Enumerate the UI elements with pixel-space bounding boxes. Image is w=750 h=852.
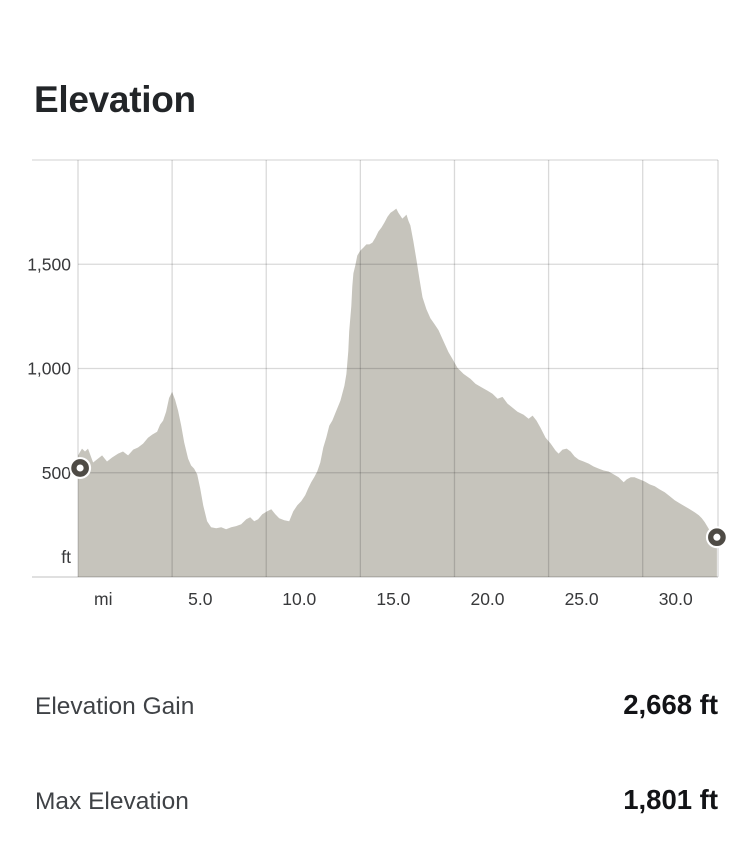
chart-axis-labels: 500 1,000 1,500 ft mi 5.0 10.0 15.0 20.0 25.0 30.0: [27, 254, 693, 609]
y-tick-label: 1,500: [27, 254, 71, 274]
route-end-marker: [705, 526, 728, 549]
stat-label: Max Elevation: [35, 788, 189, 815]
y-tick-label: 1,000: [27, 359, 71, 379]
elevation-area: [78, 208, 717, 577]
x-tick-label: 25.0: [565, 589, 599, 609]
x-tick-label: 10.0: [282, 589, 316, 609]
route-start-marker: [69, 457, 92, 479]
page-title: Elevation: [34, 78, 196, 120]
x-tick-label: 15.0: [376, 589, 410, 609]
route-endpoint-markers: [69, 457, 728, 549]
stat-value: 1,801 ft: [623, 784, 718, 815]
x-tick-label: 20.0: [470, 589, 504, 609]
x-tick-label: 5.0: [188, 589, 213, 609]
stat-row-max-elevation: Max Elevation 1,801 ft: [0, 784, 750, 816]
stat-value: 2,668 ft: [623, 689, 718, 720]
y-tick-label: 500: [42, 463, 71, 483]
elevation-area-fill: [78, 208, 717, 577]
stat-row-elevation-gain: Elevation Gain 2,668 ft: [0, 689, 750, 721]
chart-gridlines: [32, 159, 719, 578]
x-axis-unit-label: mi: [94, 589, 112, 609]
elevation-chart[interactable]: 500 1,000 1,500 ft mi 5.0 10.0 15.0 20.0 25.0 30.0: [0, 0, 750, 630]
x-tick-label: 30.0: [659, 589, 693, 609]
stat-label: Elevation Gain: [35, 693, 195, 720]
y-axis-unit-label: ft: [61, 547, 71, 567]
